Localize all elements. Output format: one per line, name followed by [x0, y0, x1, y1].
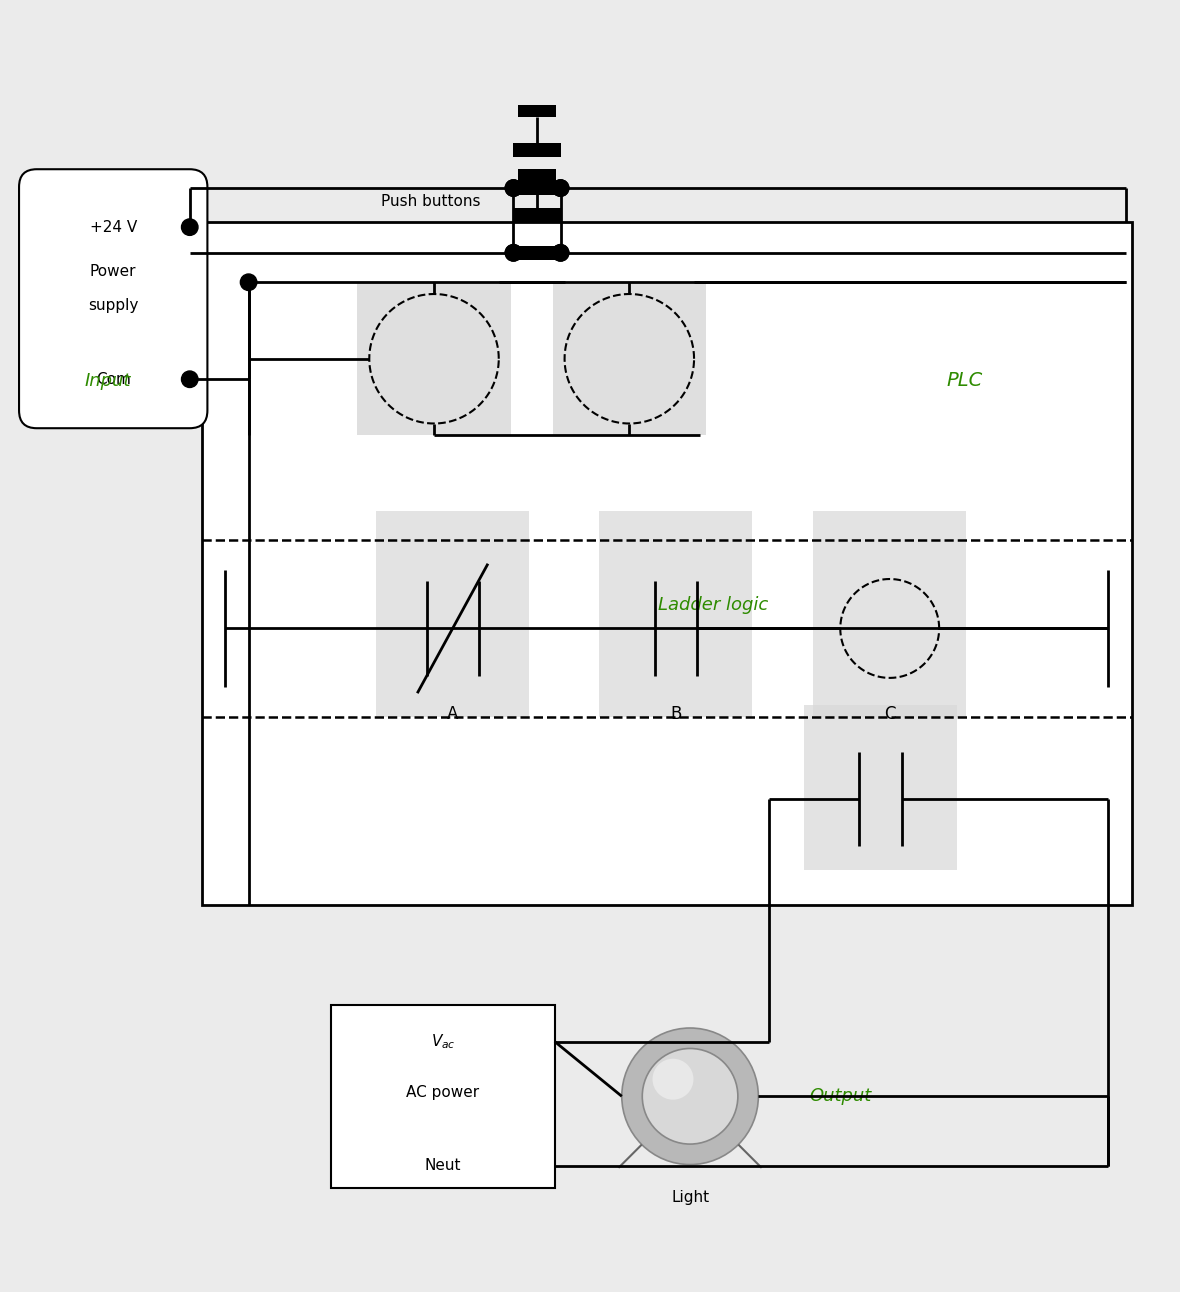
Circle shape — [505, 244, 522, 261]
Bar — [513, 181, 560, 195]
Text: $V_{ac}$: $V_{ac}$ — [431, 1032, 455, 1050]
Text: Push buttons: Push buttons — [381, 194, 480, 209]
Circle shape — [642, 1049, 738, 1145]
Bar — [599, 510, 753, 717]
Circle shape — [552, 180, 569, 196]
Bar — [513, 245, 560, 260]
Bar — [358, 282, 511, 435]
Circle shape — [653, 1058, 694, 1099]
Circle shape — [182, 218, 198, 235]
Circle shape — [505, 180, 522, 196]
Text: supply: supply — [88, 298, 138, 313]
Text: Com: Com — [96, 372, 131, 386]
Circle shape — [505, 180, 522, 196]
Bar — [513, 143, 560, 158]
Bar — [513, 208, 560, 222]
Text: Light: Light — [671, 1190, 709, 1205]
Circle shape — [622, 1028, 759, 1164]
Circle shape — [505, 244, 522, 261]
Text: AC power: AC power — [406, 1085, 479, 1101]
Bar — [552, 282, 706, 435]
Bar — [804, 705, 957, 870]
Circle shape — [552, 244, 569, 261]
Text: Input: Input — [84, 372, 131, 390]
Text: +24 V: +24 V — [90, 220, 137, 235]
Text: C: C — [884, 705, 896, 724]
Text: PLC: PLC — [946, 371, 982, 390]
Bar — [518, 105, 556, 118]
Text: Neut: Neut — [425, 1158, 461, 1173]
Text: Power: Power — [90, 265, 137, 279]
Bar — [813, 510, 966, 717]
Bar — [376, 510, 529, 717]
Text: Ladder logic: Ladder logic — [658, 596, 768, 614]
FancyBboxPatch shape — [19, 169, 208, 428]
Circle shape — [182, 371, 198, 388]
Circle shape — [241, 274, 257, 291]
Circle shape — [552, 244, 569, 261]
Bar — [518, 169, 556, 182]
Bar — [332, 1005, 555, 1187]
Text: B: B — [670, 705, 682, 724]
Circle shape — [552, 180, 569, 196]
Bar — [202, 222, 1132, 904]
Text: A: A — [447, 705, 458, 724]
Text: Output: Output — [809, 1088, 872, 1105]
